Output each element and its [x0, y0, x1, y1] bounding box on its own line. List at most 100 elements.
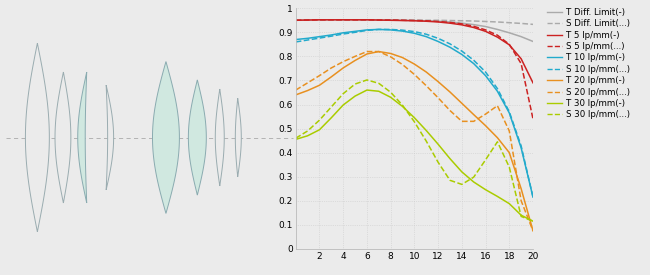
S 30 lp/mm(...) [328, 105, 335, 109]
T 20 lp/mm(-) [517, 187, 525, 190]
S 10 lp/mm(...) [351, 31, 359, 34]
S Diff. Limit(...) [482, 20, 489, 23]
T 30 lp/mm(-) [517, 213, 525, 217]
S 20 lp/mm(...) [316, 74, 324, 77]
T 30 lp/mm(-) [339, 103, 347, 107]
T 30 lp/mm(-) [470, 180, 478, 184]
S Diff. Limit(...) [339, 18, 347, 21]
S Diff. Limit(...) [529, 23, 537, 26]
T 10 lp/mm(-) [482, 74, 489, 77]
S 30 lp/mm(...) [292, 137, 300, 140]
T 5 lp/mm(-) [387, 19, 395, 22]
Line: S Diff. Limit(...): S Diff. Limit(...) [296, 20, 533, 24]
Line: T 10 lp/mm(-): T 10 lp/mm(-) [296, 29, 533, 197]
S Diff. Limit(...) [328, 18, 335, 21]
T 10 lp/mm(-) [375, 28, 383, 31]
T 5 lp/mm(-) [482, 30, 489, 33]
T 20 lp/mm(-) [363, 52, 370, 56]
T 20 lp/mm(-) [304, 89, 311, 92]
T Diff. Limit(-) [517, 35, 525, 38]
S 5 lp/mm(...) [316, 18, 324, 21]
PathPatch shape [25, 43, 49, 232]
S 5 lp/mm(...) [446, 21, 454, 24]
T 10 lp/mm(-) [328, 33, 335, 37]
T Diff. Limit(-) [316, 18, 324, 21]
S 20 lp/mm(...) [363, 50, 370, 53]
T 30 lp/mm(-) [363, 89, 370, 92]
T 5 lp/mm(-) [339, 18, 347, 21]
T 30 lp/mm(-) [446, 157, 454, 160]
T 5 lp/mm(-) [304, 18, 311, 22]
T 10 lp/mm(-) [292, 38, 300, 41]
Legend: T Diff. Limit(-), S Diff. Limit(...), T 5 lp/mm(-), S 5 lp/mm(...), T 10 lp/mm(-: T Diff. Limit(-), S Diff. Limit(...), T … [547, 8, 630, 119]
S 10 lp/mm(...) [328, 34, 335, 38]
T 30 lp/mm(-) [506, 202, 514, 205]
T Diff. Limit(-) [493, 28, 501, 31]
S 20 lp/mm(...) [434, 96, 442, 99]
T 30 lp/mm(-) [316, 128, 324, 131]
S 20 lp/mm(...) [517, 199, 525, 202]
T 5 lp/mm(-) [470, 26, 478, 29]
T 10 lp/mm(-) [458, 53, 465, 56]
T 20 lp/mm(-) [493, 136, 501, 139]
T 20 lp/mm(-) [458, 102, 465, 105]
T Diff. Limit(-) [434, 20, 442, 23]
T 30 lp/mm(-) [387, 96, 395, 99]
S Diff. Limit(...) [422, 19, 430, 22]
T 5 lp/mm(-) [328, 18, 335, 21]
T Diff. Limit(-) [398, 19, 406, 22]
T 20 lp/mm(-) [387, 52, 395, 55]
S 20 lp/mm(...) [398, 63, 406, 66]
T 5 lp/mm(-) [517, 57, 525, 60]
S 10 lp/mm(...) [387, 28, 395, 31]
S 5 lp/mm(...) [339, 18, 347, 21]
S 10 lp/mm(...) [292, 40, 300, 43]
T 5 lp/mm(-) [422, 20, 430, 23]
S 30 lp/mm(...) [493, 140, 501, 144]
T 10 lp/mm(-) [517, 146, 525, 150]
S 20 lp/mm(...) [446, 109, 454, 112]
T 30 lp/mm(-) [422, 129, 430, 132]
S 20 lp/mm(...) [506, 129, 514, 133]
T 30 lp/mm(-) [292, 138, 300, 141]
T Diff. Limit(-) [470, 23, 478, 26]
S 10 lp/mm(...) [398, 29, 406, 32]
S Diff. Limit(...) [434, 19, 442, 22]
T Diff. Limit(-) [339, 18, 347, 21]
S 10 lp/mm(...) [506, 110, 514, 113]
T Diff. Limit(-) [363, 18, 370, 21]
S Diff. Limit(...) [458, 19, 465, 23]
S 10 lp/mm(...) [434, 37, 442, 40]
T Diff. Limit(-) [328, 18, 335, 21]
T 20 lp/mm(-) [529, 229, 537, 232]
T 30 lp/mm(-) [458, 170, 465, 174]
T 30 lp/mm(-) [398, 105, 406, 108]
S 30 lp/mm(...) [363, 78, 370, 82]
T Diff. Limit(-) [422, 19, 430, 23]
S 10 lp/mm(...) [363, 29, 370, 32]
S 5 lp/mm(...) [398, 19, 406, 22]
T 10 lp/mm(-) [351, 30, 359, 33]
S 20 lp/mm(...) [375, 50, 383, 53]
Line: T 5 lp/mm(-): T 5 lp/mm(-) [296, 20, 533, 83]
Line: T Diff. Limit(-): T Diff. Limit(-) [296, 20, 533, 42]
S 20 lp/mm(...) [482, 112, 489, 116]
S 20 lp/mm(...) [529, 229, 537, 232]
S 5 lp/mm(...) [328, 18, 335, 21]
T 30 lp/mm(-) [434, 142, 442, 146]
S 30 lp/mm(...) [304, 129, 311, 133]
T 5 lp/mm(-) [506, 43, 514, 46]
S Diff. Limit(...) [316, 18, 324, 21]
S 10 lp/mm(...) [375, 28, 383, 31]
T 20 lp/mm(-) [316, 84, 324, 87]
S Diff. Limit(...) [470, 19, 478, 23]
Line: S 20 lp/mm(...): S 20 lp/mm(...) [296, 52, 533, 231]
S 5 lp/mm(...) [529, 117, 537, 120]
T 10 lp/mm(-) [470, 62, 478, 65]
T 10 lp/mm(-) [398, 29, 406, 33]
S 30 lp/mm(...) [375, 82, 383, 85]
T 20 lp/mm(-) [422, 70, 430, 74]
T 20 lp/mm(-) [434, 80, 442, 83]
S 20 lp/mm(...) [292, 89, 300, 92]
PathPatch shape [55, 72, 71, 203]
